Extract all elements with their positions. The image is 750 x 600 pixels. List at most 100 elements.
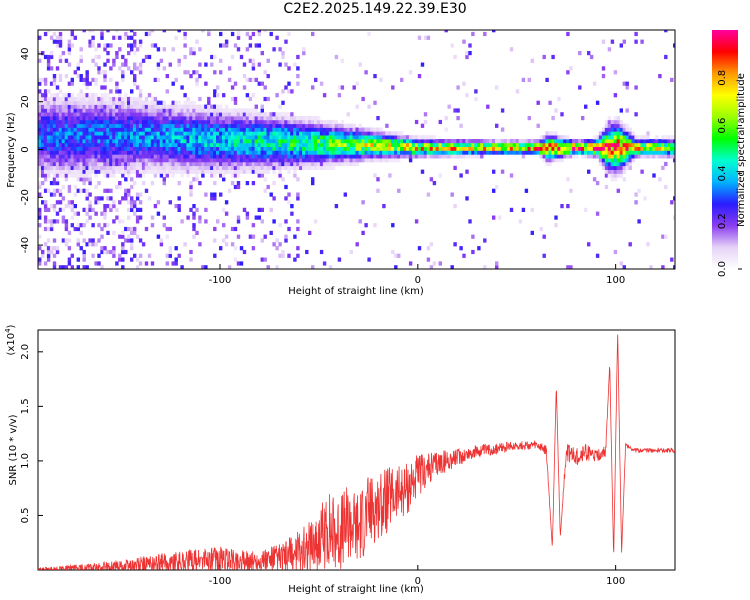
spectrogram-cell [189, 150, 193, 155]
spectrogram-cell [287, 139, 291, 144]
spectrogram-cell [272, 123, 276, 128]
spectrogram-cell [290, 116, 294, 121]
spectrogram-cell [201, 119, 205, 125]
spectrogram-cell [195, 146, 199, 151]
spectrogram-y-tick-label: 20 [20, 95, 31, 108]
spectrogram-cell [595, 135, 600, 140]
spectrogram-cell [85, 96, 89, 102]
spectrogram-cell [242, 112, 247, 117]
spectrogram-cell [165, 150, 169, 155]
spectrogram-cell [85, 188, 89, 193]
spectrogram-cell [269, 154, 273, 159]
spectrogram-cell [76, 169, 80, 174]
spectrogram-cell [76, 265, 80, 269]
spectrogram-cell [186, 116, 190, 121]
spectrogram-cell [266, 184, 270, 190]
spectrogram-cell [670, 135, 674, 140]
spectrogram-cell [272, 146, 276, 151]
spectrogram-cell [352, 85, 356, 90]
spectrogram-cell [115, 139, 119, 144]
spectrogram-cell [138, 161, 143, 167]
spectrogram-cell [189, 139, 193, 144]
spectrogram-cell [637, 219, 641, 224]
spectrogram-cell [213, 226, 217, 232]
spectrogram-cell [73, 142, 77, 147]
spectrogram-cell [49, 142, 54, 147]
spectrogram-cell [147, 131, 152, 136]
spectrogram-cell [322, 154, 327, 159]
spectrogram-cell [213, 192, 217, 197]
spectrogram-cell [266, 154, 270, 159]
spectrogram-cell [82, 249, 86, 255]
spectrogram-cell [296, 253, 300, 258]
spectrogram-cell [135, 150, 140, 155]
spectrogram-cell [94, 150, 98, 155]
spectrogram-cell [201, 165, 205, 170]
spectrogram-cell [607, 161, 612, 167]
spectrogram-cell [189, 207, 193, 212]
spectrogram-cell [38, 58, 42, 63]
spectrogram-cell [456, 146, 460, 151]
spectrogram-cell [269, 192, 273, 197]
spectrogram-cell [43, 165, 48, 170]
spectrogram-cell [242, 207, 247, 212]
spectrogram-cell [376, 116, 380, 121]
spectrogram-cell [100, 142, 104, 147]
spectrogram-cell [91, 93, 95, 98]
spectrogram-cell [67, 200, 72, 205]
spectrogram-cell [260, 161, 264, 167]
spectrogram-cell [165, 108, 169, 113]
spectrogram-cell [242, 146, 247, 151]
spectrogram-cell [180, 104, 184, 109]
spectrogram-cell [293, 169, 297, 174]
spectrogram-cell [429, 142, 434, 147]
spectrogram-cell [76, 104, 80, 109]
spectrogram-cell [239, 123, 244, 128]
spectrogram-cell [174, 100, 178, 105]
spectrogram-cell [88, 242, 92, 247]
spectrogram-cell [97, 43, 101, 48]
spectrogram-cell [468, 154, 472, 159]
spectrogram-cell [302, 165, 306, 170]
spectrogram-cell [180, 139, 184, 144]
spectrogram-cell [67, 116, 72, 121]
spectrogram-cell [195, 135, 199, 140]
spectrogram-cell [73, 112, 77, 117]
spectrogram-cell [85, 108, 89, 113]
spectrogram-cell [195, 169, 199, 174]
spectrogram-cell [70, 223, 74, 228]
spectrogram-cell [91, 100, 95, 105]
spectrogram-cell [213, 253, 217, 258]
spectrogram-cell [236, 154, 241, 159]
spectrogram-cell [622, 146, 626, 151]
spectrogram-cell [82, 207, 86, 212]
spectrogram-cell [551, 158, 555, 163]
spectrogram-cell [141, 169, 146, 174]
spectrogram-cell [542, 234, 546, 239]
spectrogram-cell [177, 119, 181, 125]
spectrogram-cell [314, 131, 318, 136]
spectrogram-cell [471, 31, 475, 37]
spectrogram-cell [195, 139, 199, 144]
spectrogram-cell [82, 127, 86, 132]
spectrogram-cell [492, 30, 496, 33]
spectrogram-cell [257, 169, 261, 174]
spectrogram-cell [88, 238, 92, 243]
spectrogram-cell [296, 119, 300, 125]
spectrogram-cell [640, 142, 644, 147]
spectrogram-cell [257, 142, 261, 147]
spectrogram-cell [216, 142, 220, 147]
snr-y-ticks: 0.51.01.52.0 [20, 344, 43, 523]
spectrogram-cell [183, 150, 187, 155]
spectrogram-cell [637, 139, 641, 144]
spectrogram-cell [266, 135, 270, 140]
spectrogram-cell [308, 127, 312, 132]
spectrogram-cell [530, 139, 534, 144]
spectrogram-cell [554, 215, 558, 220]
spectrogram-cell [233, 139, 238, 144]
spectrogram-cell [177, 100, 181, 105]
spectrogram-cell [91, 169, 95, 174]
spectrogram-cell [100, 135, 104, 140]
spectrogram-cell [159, 131, 164, 136]
spectrogram-cell [76, 161, 80, 167]
